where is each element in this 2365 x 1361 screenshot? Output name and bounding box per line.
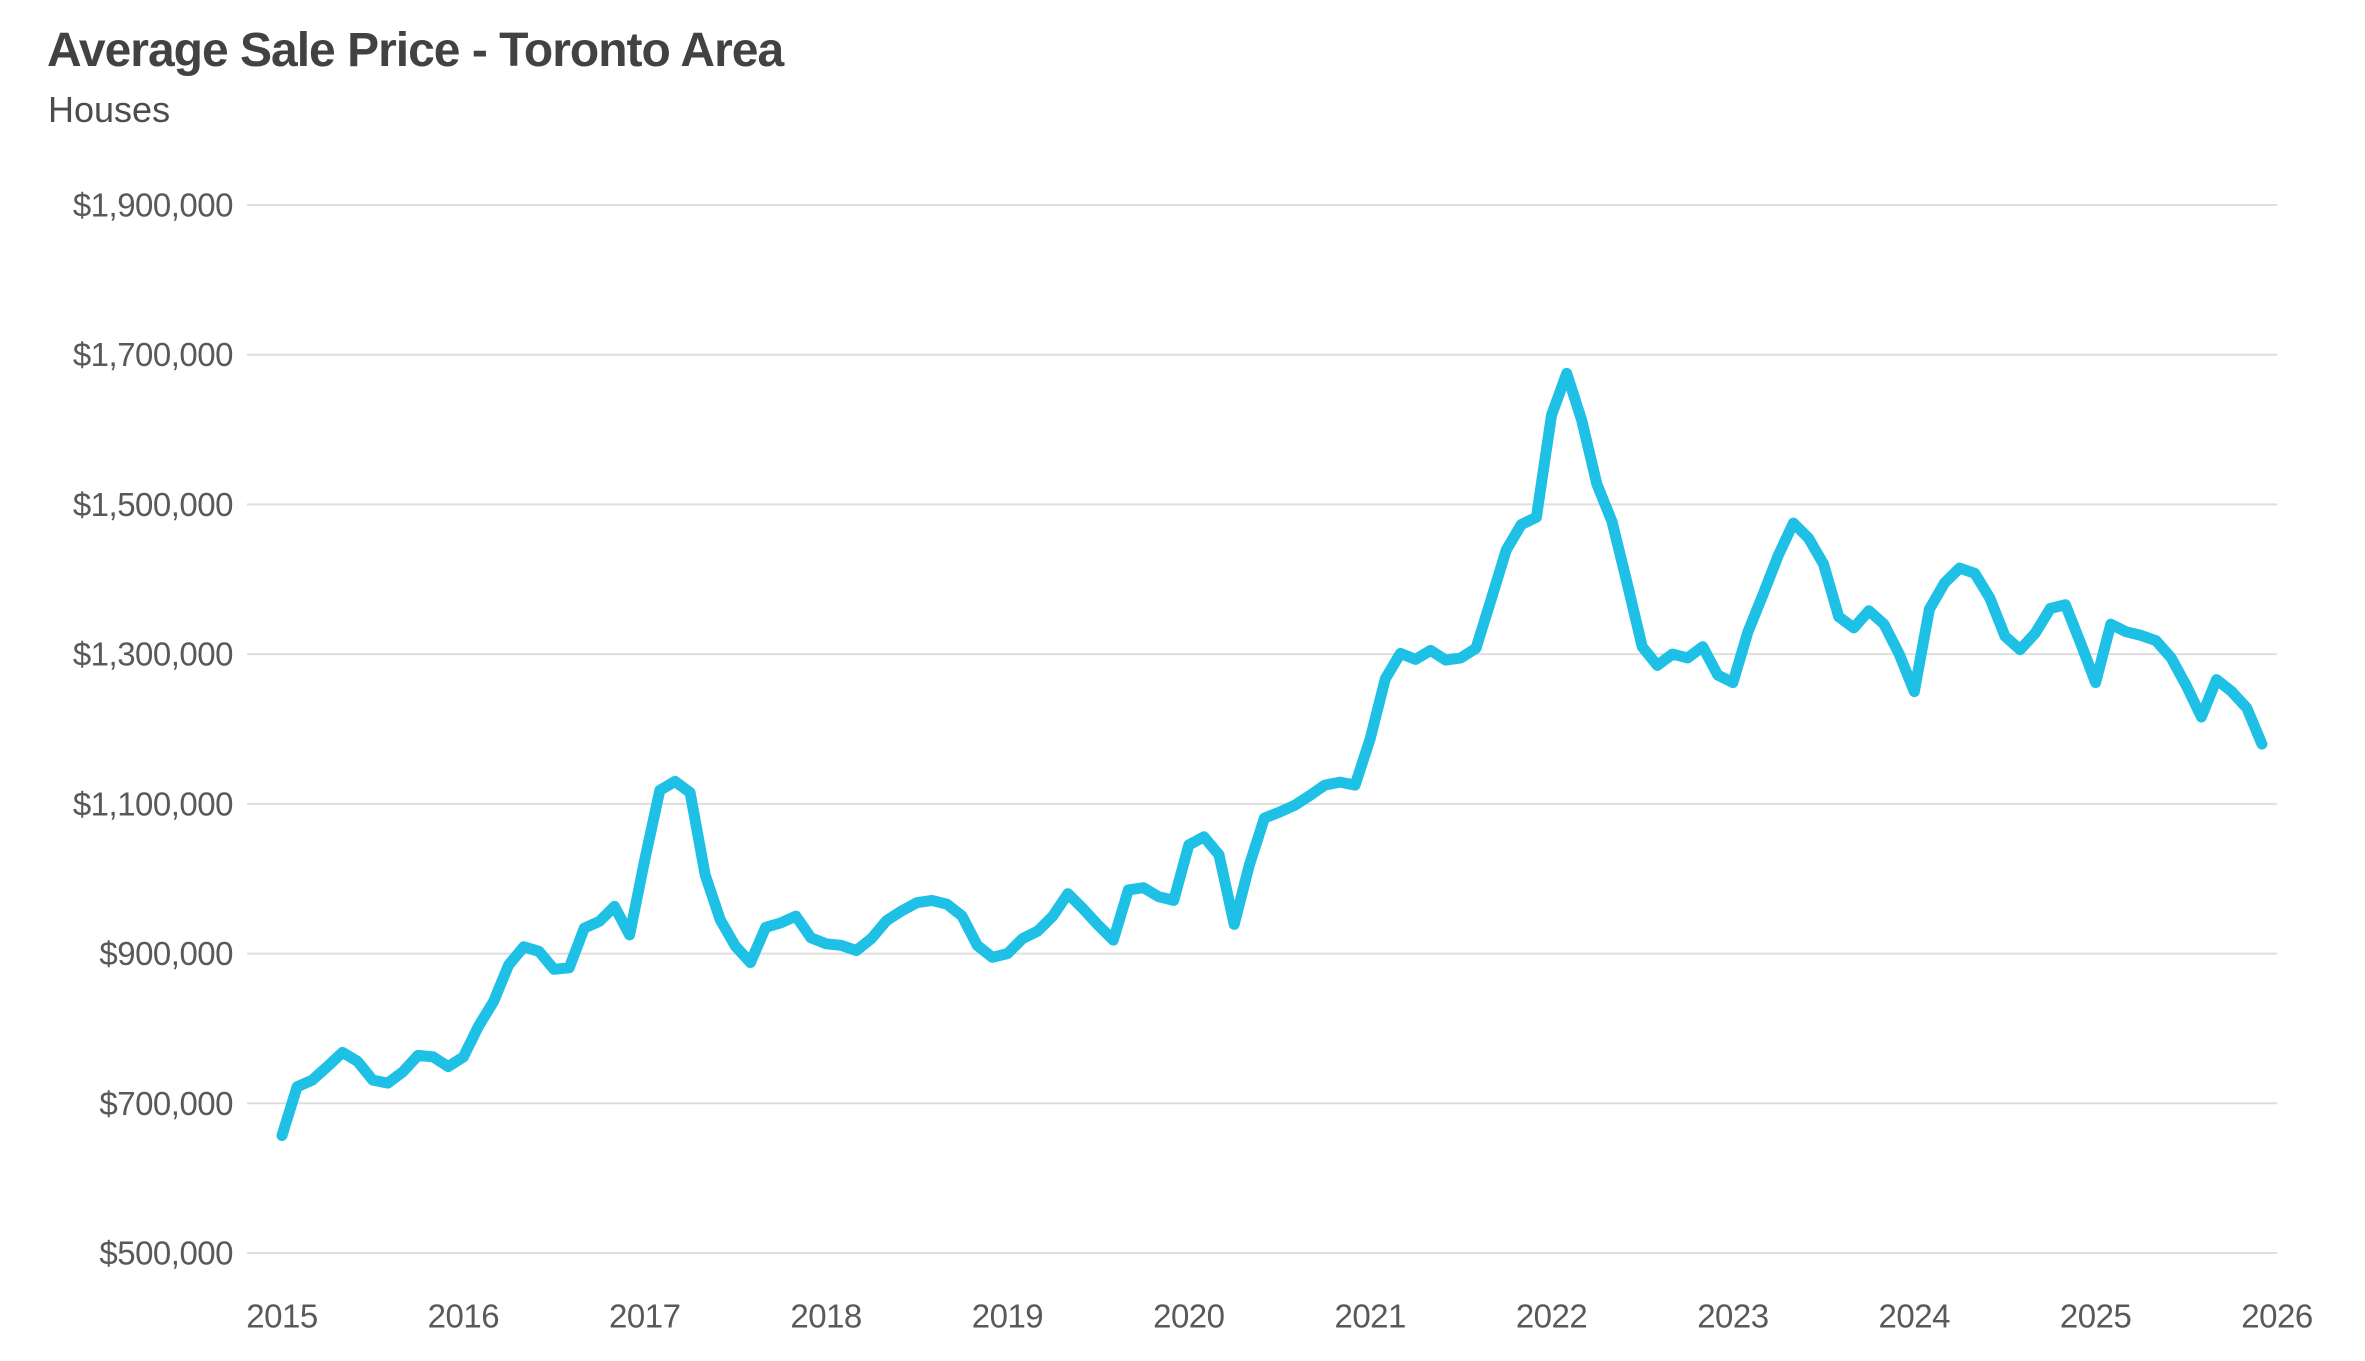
x-axis-tick-label: 2026: [2241, 1298, 2312, 1335]
y-axis-tick-label: $1,300,000: [73, 636, 233, 673]
x-axis-tick-label: 2021: [1334, 1298, 1405, 1335]
price-line: [276, 367, 2268, 1141]
chart-subtitle: Houses: [48, 89, 171, 130]
series-group: [276, 367, 2268, 1141]
y-axis-tick-label: $1,900,000: [73, 187, 233, 224]
x-axis-tick-label: 2017: [609, 1298, 680, 1335]
x-axis-tick-label: 2020: [1153, 1298, 1225, 1335]
y-axis-tick-label: $1,100,000: [73, 785, 233, 822]
y-axis-tick-label: $700,000: [99, 1085, 233, 1122]
y-axis-tick-label: $1,700,000: [73, 336, 233, 373]
y-axis-tick-label: $500,000: [99, 1235, 233, 1272]
y-axis-labels: $1,900,000 $1,700,000 $1,500,000 $1,300,000…: [73, 187, 234, 1272]
gridline-group: [247, 204, 2277, 1254]
y-axis-tick-label: $900,000: [99, 935, 233, 972]
x-axis-tick-label: 2016: [428, 1298, 499, 1335]
x-axis-labels: 2015 2016 2017 2018 2019 2020 2021 2022 2023 2024…: [246, 1298, 2313, 1335]
x-axis-tick-label: 2023: [1697, 1298, 1768, 1335]
y-axis-tick-label: $1,500,000: [73, 486, 233, 523]
x-axis-tick-label: 2025: [2060, 1298, 2131, 1335]
chart-title: Average Sale Price - Toronto Area: [47, 24, 784, 77]
x-axis-tick-label: 2018: [790, 1298, 861, 1335]
x-axis-tick-label: 2015: [246, 1298, 317, 1335]
x-axis-tick-label: 2019: [972, 1298, 1043, 1335]
x-axis-tick-label: 2024: [1879, 1298, 1951, 1335]
x-axis-tick-label: 2022: [1516, 1298, 1587, 1335]
